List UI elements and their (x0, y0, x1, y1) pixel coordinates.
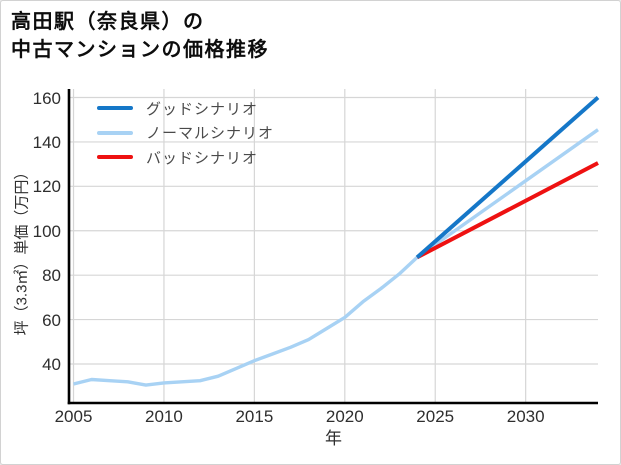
good-scenario-line (415, 96, 600, 259)
bad-scenario-line (416, 161, 599, 260)
normal-scenario-swatch (97, 130, 133, 135)
series-lines (73, 96, 600, 387)
normal-scenario-label: ノーマルシナリオ (146, 125, 275, 143)
bad-scenario-swatch (97, 155, 133, 160)
good-scenario-swatch (97, 106, 133, 111)
bad-scenario-label: バッドシナリオ (146, 149, 259, 167)
legend-row-normal: ノーマルシナリオ (97, 121, 274, 146)
good-scenario-label: グッドシナリオ (146, 100, 259, 118)
chart-title-line-2: 中古マンションの価格推移 (11, 39, 269, 61)
legend-row-bad: バッドシナリオ (97, 145, 274, 170)
chart-title: 高田駅（奈良県）の 中古マンションの価格推移 (11, 8, 269, 64)
axis-spines (67, 89, 598, 405)
legend: グッドシナリオ ノーマルシナリオ バッドシナリオ (97, 96, 274, 170)
chart-title-line-1: 高田駅（奈良県）の (11, 11, 205, 33)
legend-row-good: グッドシナリオ (97, 96, 274, 121)
normal-scenario-line (73, 128, 599, 387)
